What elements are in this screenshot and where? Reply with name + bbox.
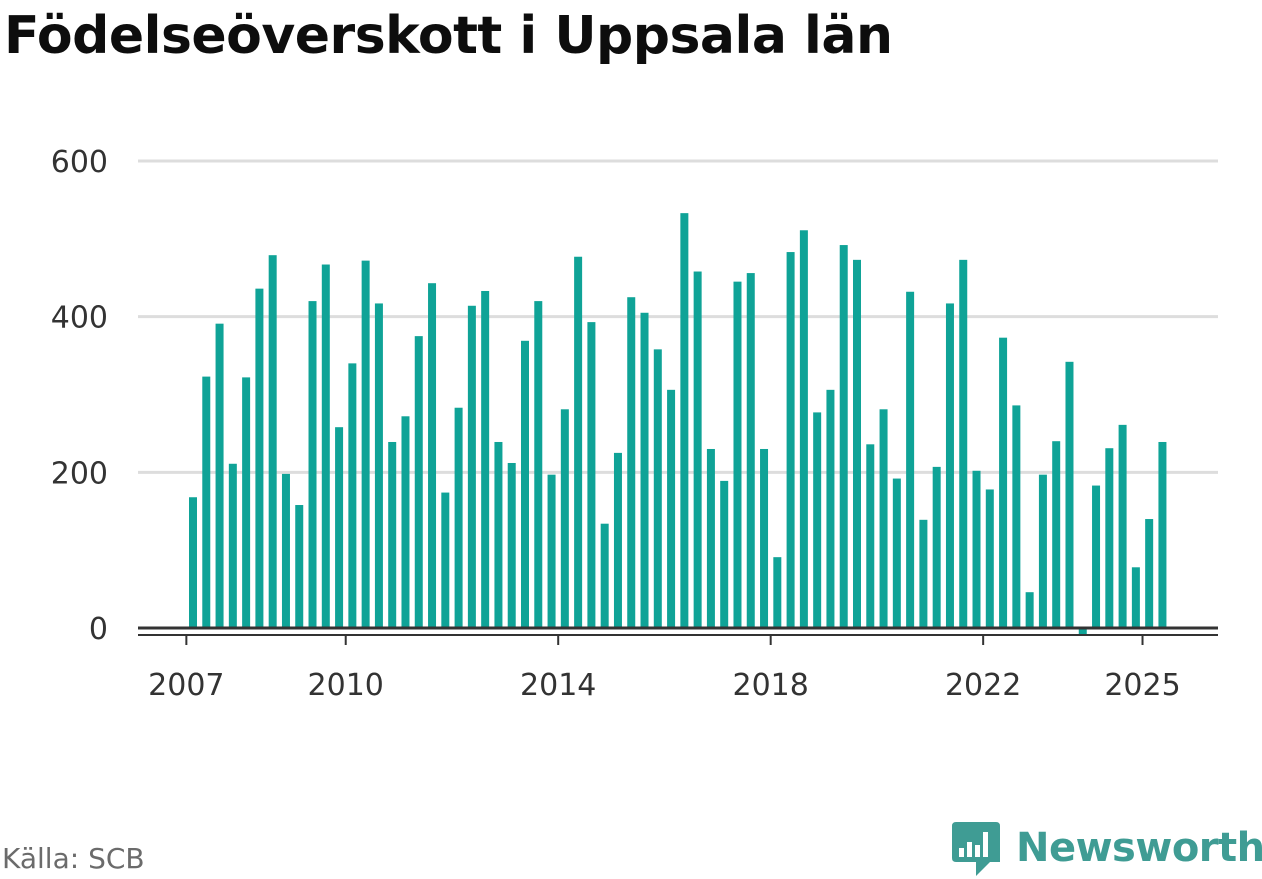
bar (839, 245, 848, 628)
bar (799, 230, 808, 628)
bar (467, 305, 476, 628)
bar (574, 256, 583, 628)
bar (1078, 628, 1087, 636)
bar (879, 409, 888, 628)
bar (281, 473, 290, 628)
bar (773, 557, 782, 628)
y-tick-label-400: 400 (51, 301, 108, 336)
y-tick-label-600: 600 (51, 145, 108, 180)
bar (653, 349, 662, 628)
bar (733, 281, 742, 628)
brand-logo: Newsworthy (950, 818, 1262, 878)
bar (242, 377, 251, 628)
x-tick-label-2010: 2010 (308, 668, 384, 703)
bar (1052, 441, 1061, 628)
y-tick-label-200: 200 (51, 456, 108, 491)
bar (866, 444, 875, 628)
bar (401, 416, 410, 628)
bar (1092, 485, 1101, 628)
bar (627, 297, 636, 628)
page-title: Födelseöverskott i Uppsala län (4, 6, 893, 66)
bar (255, 288, 264, 628)
axes (138, 626, 1218, 645)
x-tick-label-2018: 2018 (733, 668, 809, 703)
bar (640, 312, 649, 628)
bar (720, 480, 729, 628)
bar (268, 255, 277, 628)
newsworthy-logo-icon (952, 822, 1000, 876)
bar (906, 291, 915, 628)
bar (999, 337, 1008, 628)
bar (414, 336, 423, 629)
x-tick-label-2025: 2025 (1104, 668, 1180, 703)
bar (481, 290, 490, 628)
bar (295, 505, 304, 628)
y-tick-label-0: 0 (89, 612, 108, 647)
bar (693, 271, 702, 628)
bar (507, 462, 516, 628)
bars (189, 213, 1167, 636)
bar (1145, 519, 1154, 628)
bar (547, 474, 556, 628)
bar (454, 407, 463, 628)
bar (706, 448, 715, 628)
y-axis-labels: 0 200 400 600 (51, 145, 108, 647)
bar (374, 303, 383, 628)
x-tick-label-2007: 2007 (148, 668, 224, 703)
brand-name: Newsworthy (1016, 825, 1262, 871)
bar (494, 441, 503, 628)
bar (813, 412, 822, 628)
bar (202, 376, 211, 628)
bar (361, 260, 370, 628)
bar (228, 463, 237, 628)
bar (441, 492, 450, 628)
bar (534, 301, 543, 628)
bar (945, 303, 954, 628)
bar (600, 523, 609, 628)
bar (853, 259, 861, 628)
bar (348, 363, 357, 628)
bar (1118, 424, 1127, 628)
bar (560, 409, 569, 628)
x-tick-label-2014: 2014 (520, 668, 596, 703)
bar (1025, 592, 1034, 628)
bar (335, 427, 344, 628)
bar (613, 452, 622, 629)
bar (215, 323, 224, 628)
bar (521, 340, 529, 628)
bar (667, 389, 676, 628)
bar (932, 466, 941, 628)
bar (985, 489, 994, 628)
bar (587, 322, 596, 628)
bar (972, 470, 981, 628)
bar (388, 441, 397, 628)
grid-lines (138, 159, 1218, 474)
bar (1131, 567, 1140, 628)
bar (1158, 441, 1167, 628)
bar (308, 301, 317, 628)
bar (1065, 361, 1074, 628)
bar (746, 273, 755, 628)
bar (321, 264, 330, 628)
bar (1105, 448, 1114, 628)
source-note: Källa: SCB (2, 842, 145, 875)
bar (760, 448, 769, 628)
bar (428, 283, 437, 628)
bar (1038, 474, 1047, 628)
x-tick-label-2022: 2022 (945, 668, 1021, 703)
bar (786, 252, 795, 628)
bar (826, 389, 835, 628)
bar (892, 478, 901, 628)
x-axis-labels: 2007 2010 2014 2018 2022 2025 (148, 668, 1181, 703)
bar (919, 519, 928, 628)
bar (1012, 405, 1021, 628)
bar (189, 497, 197, 628)
bar (959, 259, 968, 628)
bar (680, 213, 689, 628)
